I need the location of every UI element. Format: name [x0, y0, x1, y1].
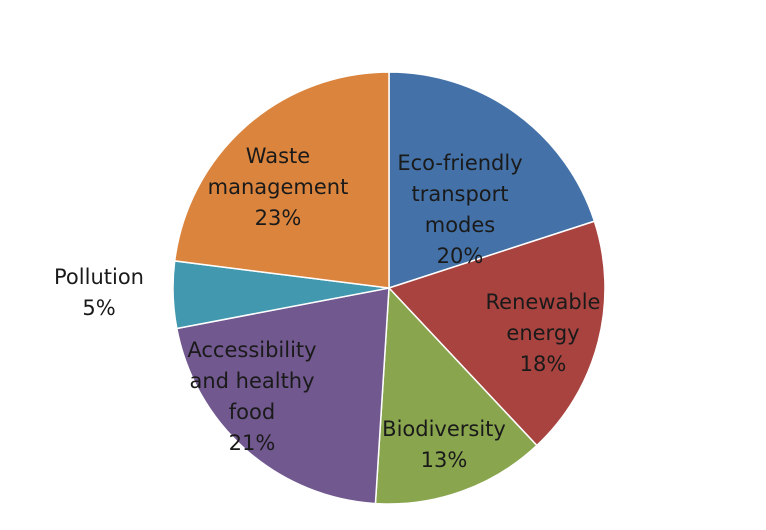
slice-value-label-5: 23%: [255, 206, 302, 230]
slice-name-line-1-1: energy: [506, 321, 579, 345]
slices-layer: [172, 71, 606, 505]
slice-name-line-5-0: Waste: [246, 144, 310, 168]
slice-label-2: Biodiversity 13%: [382, 417, 506, 472]
slice-label-0: Eco-friendly transport modes 20%: [397, 151, 522, 268]
slice-name-line-3-2: food: [229, 400, 275, 424]
slice-name-line-3-0: Accessibility: [187, 338, 316, 362]
slice-name-line-4-0: Pollution: [54, 265, 144, 289]
slice-value-label-0: 20%: [437, 244, 484, 268]
pie-slice-0: [388, 71, 596, 290]
slice-name-line-1-0: Renewable: [486, 290, 601, 314]
slice-label-4: Pollution 5%: [54, 265, 144, 320]
slice-value-label-3: 21%: [229, 431, 276, 455]
pie-slice-5: [173, 71, 390, 289]
slice-name-line-2-0: Biodiversity: [382, 417, 506, 441]
pie-slice-1: [387, 220, 606, 447]
slice-value-label-1: 18%: [520, 352, 567, 376]
pie-slice-3: [175, 287, 390, 505]
slice-label-3: Accessibility and healthy food 21%: [187, 338, 316, 455]
pie-slice-2: [374, 286, 538, 505]
slice-name-line-5-1: management: [208, 175, 349, 199]
slice-value-label-4: 5%: [82, 296, 115, 320]
slice-name-line-3-1: and healthy: [189, 369, 314, 393]
slice-name-line-0-0: Eco-friendly: [397, 151, 522, 175]
labels-layer: Eco-friendly transport modes 20%Renewable en…: [54, 144, 600, 472]
slice-name-line-0-2: modes: [425, 213, 496, 237]
slice-value-label-2: 13%: [421, 448, 468, 472]
slice-label-5: Waste management 23%: [208, 144, 349, 230]
slice-name-line-0-1: transport: [411, 182, 508, 206]
slice-label-1: Renewable energy 18%: [486, 290, 601, 376]
